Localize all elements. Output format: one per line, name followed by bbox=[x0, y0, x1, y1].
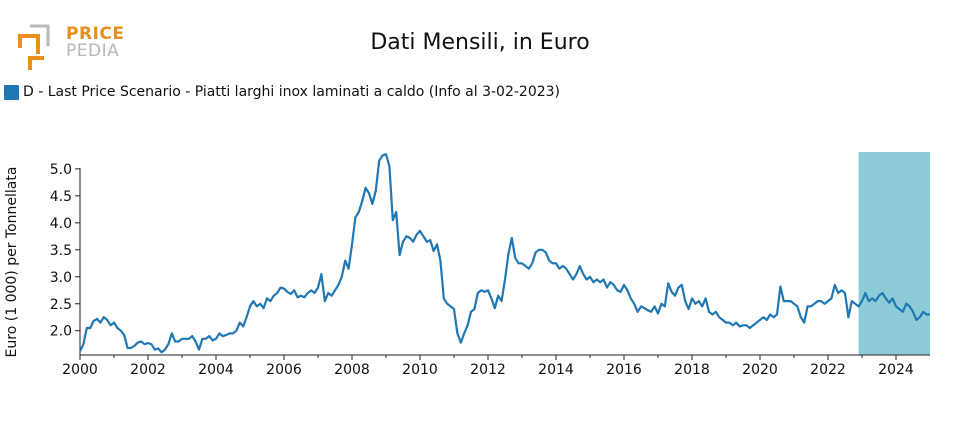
logo-mark-icon bbox=[18, 24, 50, 70]
series-line bbox=[79, 153, 930, 354]
x-tick-label: 2004 bbox=[198, 362, 234, 378]
x-tick-label: 2006 bbox=[266, 362, 302, 378]
legend-swatch bbox=[4, 84, 19, 100]
x-tick-label: 2024 bbox=[878, 362, 914, 378]
y-tick-label: 4.0 bbox=[50, 216, 72, 232]
y-tick-label: 5.0 bbox=[50, 162, 72, 178]
chart-legend[interactable]: D - Last Price Scenario - Piatti larghi … bbox=[4, 84, 560, 100]
x-tick-label: 2002 bbox=[130, 362, 166, 378]
pricepedia-logo[interactable]: PRICE PEDIA bbox=[18, 24, 128, 74]
x-tick-label: 2012 bbox=[470, 362, 506, 378]
x-tick-label: 2008 bbox=[334, 362, 370, 378]
y-tick-label: 2.5 bbox=[50, 297, 72, 313]
legend-label: D - Last Price Scenario - Piatti larghi … bbox=[23, 84, 561, 100]
x-tick-label: 2010 bbox=[402, 362, 438, 378]
logo-text-pedia: PEDIA bbox=[66, 41, 120, 61]
forecast-region bbox=[858, 152, 930, 355]
chart-title: Dati Mensili, in Euro bbox=[370, 30, 590, 55]
x-tick-label: 2022 bbox=[810, 362, 846, 378]
logo-text-price: PRICE bbox=[66, 24, 125, 44]
x-tick-label: 2020 bbox=[742, 362, 778, 378]
x-tick-label: 2014 bbox=[538, 362, 574, 378]
x-tick-label: 2016 bbox=[606, 362, 642, 378]
y-tick-label: 4.5 bbox=[50, 189, 72, 205]
x-tick-label: 2000 bbox=[62, 362, 98, 378]
y-tick-label: 3.5 bbox=[50, 243, 72, 259]
y-axis-label: Euro (1 000) per Tonnellata bbox=[4, 167, 20, 358]
x-tick-label: 2018 bbox=[674, 362, 710, 378]
y-tick-label: 2.0 bbox=[50, 324, 72, 340]
y-tick-label: 3.0 bbox=[50, 270, 72, 286]
